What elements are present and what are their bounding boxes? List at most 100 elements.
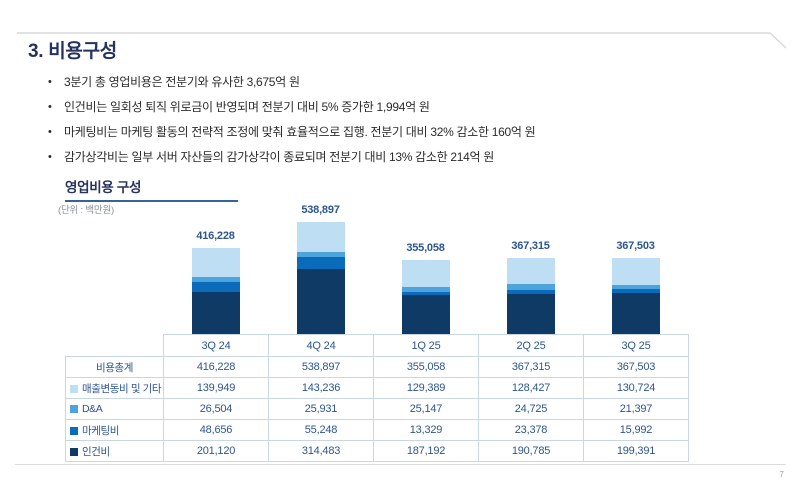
table-column-header: 3Q 25 (583, 334, 689, 357)
bar-segment-D&A (506, 284, 555, 290)
page-title: 3. 비용구성 (28, 41, 117, 62)
table-cell: 129,389 (373, 377, 479, 399)
bar-segment-매출변동비 및 기타 (506, 257, 555, 285)
bullet-item: 3분기 총 영업비용은 전분기와 유사한 3,675억 원 (48, 70, 535, 95)
table-row-label: 매출변동비 및 기타 (65, 377, 164, 399)
table-row-label: D&A (65, 398, 164, 420)
table-row: 비용총계 416,228 538,897 355,058 367,315 367,503 (65, 356, 689, 378)
table-row: 매출변동비 및 기타 139,949 143,236 129,389 128,427 13… (65, 377, 689, 399)
table-column-header: 2Q 25 (478, 334, 584, 357)
bullet-list: 3분기 총 영업비용은 전분기와 유사한 3,675억 원 인건비는 일회성 퇴… (48, 70, 536, 170)
bullet-item: 인건비는 일회성 퇴직 위로금이 반영되며 전분기 대비 5% 증가한 1,99… (48, 95, 535, 120)
table-row-label: 마케팅비 (65, 419, 164, 441)
bullet-text: 마케팅비는 마케팅 활동의 전략적 조정에 맞춰 효율적으로 집행. 전분기 대… (64, 125, 536, 139)
legend-swatch-icon (70, 447, 78, 456)
chart-plot: 416,228 538,897 355,058 367,315 367,503 (163, 200, 688, 334)
cost-table-body: 3Q 24 4Q 24 1Q 25 2Q 25 3Q 25 비용총계 416,228 538,… (65, 334, 689, 462)
table-cell: 143,236 (268, 377, 374, 399)
bar-stack (296, 222, 345, 334)
page-number: 7 (779, 470, 784, 479)
bar-segment-매출변동비 및 기타 (191, 247, 240, 277)
bullet-item: 마케팅비는 마케팅 활동의 전략적 조정에 맞춰 효율적으로 집행. 전분기 대… (48, 120, 536, 145)
table-cell: 55,248 (268, 419, 374, 441)
chart-title: 영업비용 구성 (65, 180, 142, 195)
bar-segment-마케팅비 (506, 289, 555, 295)
bar-segment-마케팅비 (611, 289, 660, 293)
chart-column-2q25: 367,315 (478, 200, 583, 334)
table-cell: 26,504 (163, 398, 269, 420)
table-cell: 13,329 (373, 419, 479, 441)
bar-segment-마케팅비 (191, 282, 240, 293)
chart-column-4q24: 538,897 (268, 200, 373, 334)
table-cell: 48,656 (163, 419, 269, 441)
bar-total-label: 367,315 (511, 239, 550, 252)
chart-unit-label: (단위 : 백만원) (58, 205, 114, 216)
table-corner-cell (66, 335, 164, 357)
bar-segment-D&A (401, 287, 450, 293)
table-cell: 355,058 (373, 356, 479, 378)
legend-swatch-icon (70, 405, 78, 413)
chart-column-1q25: 355,058 (373, 200, 478, 334)
table-cell: 190,785 (478, 440, 584, 462)
bar-segment-매출변동비 및 기타 (611, 257, 660, 285)
bar-segment-마케팅비 (296, 257, 345, 269)
table-cell: 314,483 (268, 440, 374, 462)
table-column-header: 4Q 24 (268, 334, 374, 357)
table-column-header: 1Q 25 (373, 334, 479, 357)
chart-column-3q25: 367,503 (583, 200, 688, 334)
table-cell: 199,391 (583, 440, 689, 462)
bar-segment-D&A (611, 284, 660, 290)
table-row-label: 인건비 (65, 440, 164, 462)
table-cell: 21,397 (583, 398, 689, 420)
bar-stack (401, 260, 450, 334)
table-row: 마케팅비 48,656 55,248 13,329 23,378 15,992 (65, 419, 689, 441)
legend-swatch-icon (70, 426, 78, 435)
table-cell: 128,427 (478, 377, 584, 399)
table-cell: 139,949 (163, 377, 269, 399)
table-column-header: 3Q 24 (163, 334, 269, 357)
bar-total-label: 538,897 (301, 204, 340, 217)
bar-stack (506, 257, 555, 334)
bullet-item: 감가상각비는 일부 서버 자산들의 감가상각이 종료되며 전분기 대비 13% … (48, 145, 535, 170)
table-row: 인건비 201,120 314,483 187,192 190,785 199,391 (65, 440, 689, 462)
bar-segment-D&A (296, 251, 345, 258)
chart-section-header: 영업비용 구성 (65, 176, 238, 202)
chart-column-3q24: 416,228 (163, 200, 268, 334)
bullet-text: 감가상각비는 일부 서버 자산들의 감가상각이 종료되며 전분기 대비 13% … (64, 150, 495, 164)
cost-table: 3Q 24 4Q 24 1Q 25 2Q 25 3Q 25 비용총계 416,228 538,… (65, 334, 689, 462)
table-cell: 416,228 (163, 356, 269, 378)
bar-stack (191, 247, 240, 334)
bar-total-label: 367,503 (616, 239, 655, 252)
bar-total-label: 416,228 (196, 229, 235, 242)
table-cell: 24,725 (478, 398, 584, 420)
table-cell: 15,992 (583, 419, 689, 441)
bar-segment-인건비 (611, 292, 660, 334)
bar-segment-인건비 (401, 295, 450, 334)
table-cell: 187,192 (373, 440, 479, 462)
table-cell: 367,315 (478, 356, 584, 378)
bar-segment-인건비 (296, 268, 345, 334)
table-row-label: 비용총계 (65, 356, 164, 378)
bar-stack (611, 257, 660, 334)
bar-segment-인건비 (191, 292, 240, 334)
table-cell: 23,378 (478, 419, 584, 441)
table-cell: 25,147 (373, 398, 479, 420)
bar-total-label: 355,058 (406, 242, 445, 255)
footer-divider (15, 464, 786, 465)
legend-swatch-icon (70, 384, 78, 393)
bar-segment-인건비 (506, 294, 555, 334)
top-decor-line (17, 32, 787, 49)
bar-segment-매출변동비 및 기타 (401, 260, 450, 288)
table-cell: 25,931 (268, 398, 374, 420)
bar-segment-D&A (191, 276, 240, 283)
table-cell: 201,120 (163, 440, 269, 462)
table-cell: 538,897 (268, 356, 374, 378)
table-cell: 130,724 (583, 377, 689, 399)
bar-segment-마케팅비 (401, 292, 450, 296)
bar-segment-매출변동비 및 기타 (296, 222, 345, 252)
table-row: D&A 26,504 25,931 25,147 24,725 21,397 (65, 398, 689, 420)
table-header-row: 3Q 24 4Q 24 1Q 25 2Q 25 3Q 25 (66, 334, 689, 357)
bullet-text: 3분기 총 영업비용은 전분기와 유사한 3,675억 원 (64, 75, 300, 89)
table-cell: 367,503 (583, 356, 689, 378)
